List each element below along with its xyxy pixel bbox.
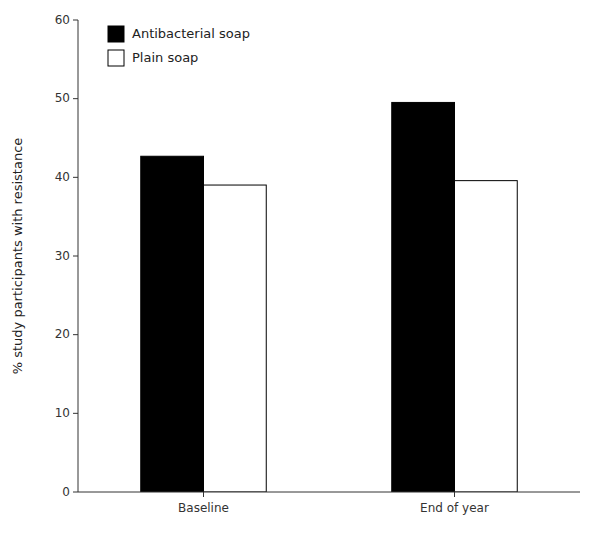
bar xyxy=(455,181,518,492)
y-tick xyxy=(73,492,78,493)
y-tick xyxy=(73,413,78,414)
legend-label: Antibacterial soap xyxy=(132,26,250,41)
y-tick xyxy=(73,334,78,335)
x-tick-label: Baseline xyxy=(178,501,229,515)
y-tick-label: 0 xyxy=(62,485,70,499)
y-tick-label: 60 xyxy=(55,13,70,27)
chart-container: 0 10 20 30 40 50 60 Baseline End of year % study … xyxy=(0,0,600,542)
y-axis-label: % study participants with resistance xyxy=(10,138,25,375)
x-tick-label: End of year xyxy=(420,501,489,515)
y-tick-label: 10 xyxy=(55,406,70,420)
legend-swatch xyxy=(108,50,124,66)
bar xyxy=(141,156,204,492)
legend-label: Plain soap xyxy=(132,50,198,65)
bar xyxy=(204,185,267,492)
y-tick xyxy=(73,177,78,178)
y-tick-label: 30 xyxy=(55,249,70,263)
legend-swatch xyxy=(108,26,124,42)
y-tick xyxy=(73,20,78,21)
y-tick-label: 40 xyxy=(55,170,70,184)
y-tick xyxy=(73,98,78,99)
y-tick-label: 20 xyxy=(55,327,70,341)
legend: Antibacterial soap Plain soap xyxy=(108,26,250,67)
x-axis-line xyxy=(78,492,580,493)
y-tick-label: 50 xyxy=(55,91,70,105)
bars xyxy=(141,102,518,492)
chart-svg: 0 10 20 30 40 50 60 Baseline End of year % study … xyxy=(0,0,600,542)
x-tick xyxy=(454,492,455,497)
x-tick xyxy=(203,492,204,497)
y-tick xyxy=(73,256,78,257)
bar xyxy=(392,102,455,492)
